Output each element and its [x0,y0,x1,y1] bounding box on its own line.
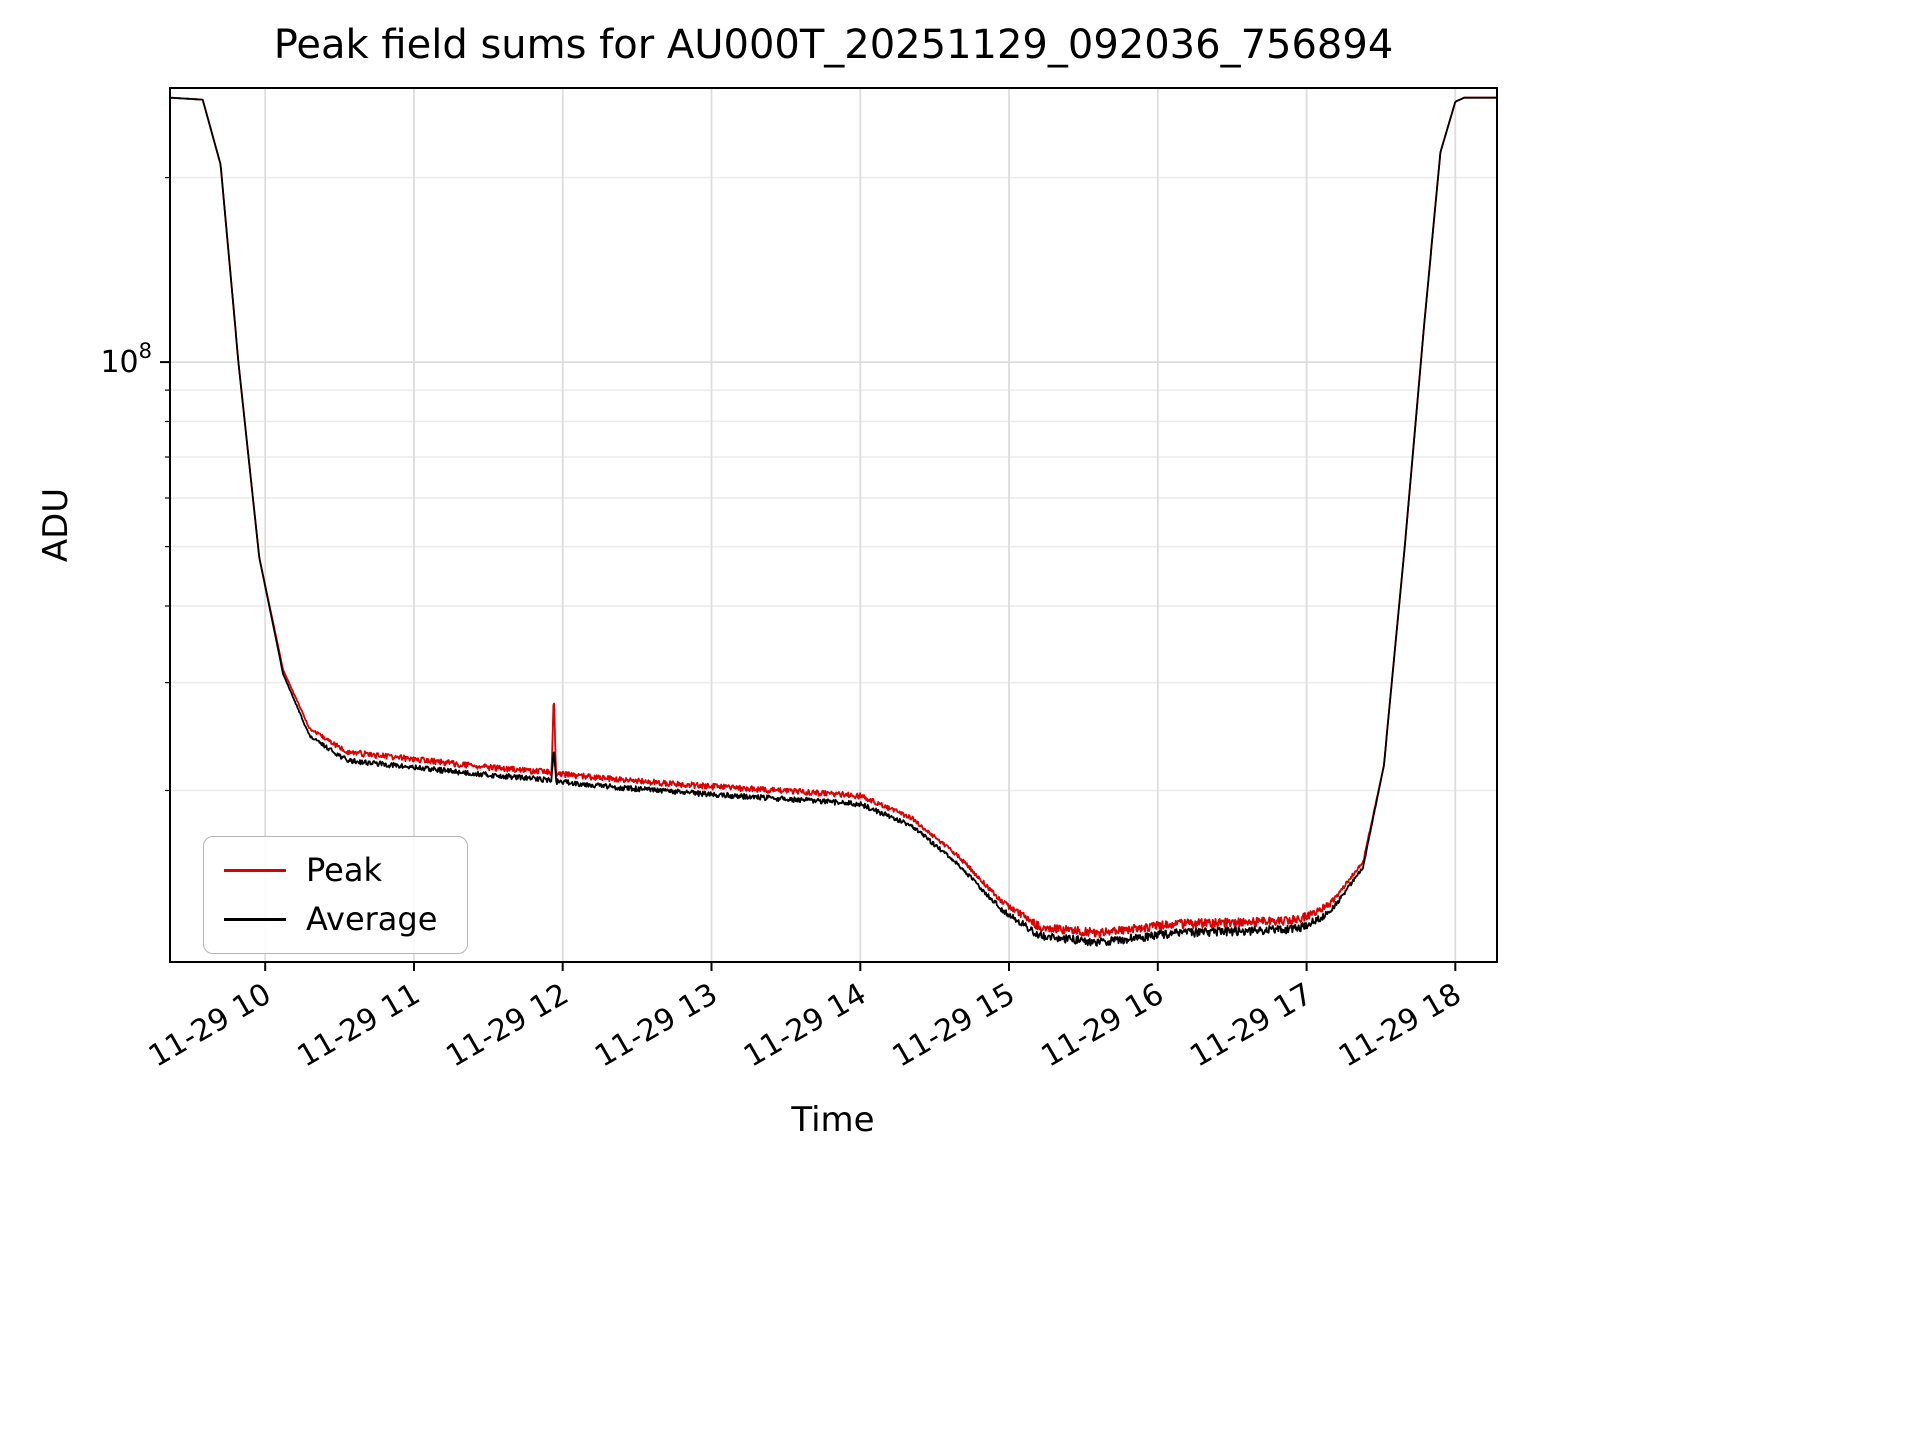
x-axis-label: Time [791,1100,875,1140]
peak-line-swatch [224,869,286,873]
axes-spines [169,87,1498,963]
legend-label-peak: Peak [306,851,382,889]
x-tick-label: 11-29 16 [1035,977,1169,1075]
x-tick-label: 11-29 18 [1333,977,1467,1075]
x-tick-label: 11-29 10 [143,977,277,1075]
legend: Peak Average [203,836,469,955]
average-line-swatch [224,918,286,922]
chart-title: Peak field sums for AU000T_20251129_0920… [273,22,1394,68]
x-tick-label: 11-29 17 [1184,977,1318,1075]
x-tick-label: 11-29 14 [738,977,872,1075]
y-axis-label: ADU [36,487,76,563]
x-tick-label: 11-29 15 [887,977,1021,1075]
legend-item-average: Average [224,900,438,939]
series-line-average [170,96,1497,947]
y-tick-label: 108 [100,339,152,380]
series-line-peak [170,96,1497,939]
legend-label-average: Average [306,900,438,939]
x-tick-label: 11-29 13 [589,977,723,1075]
legend-item-peak: Peak [224,851,437,889]
x-tick-label: 11-29 11 [292,977,426,1075]
plot-area: 11-29 10 11-29 11 11-29 12 11-29 13 11-29 14… [100,87,1498,1075]
x-tick-label: 11-29 12 [440,977,574,1075]
